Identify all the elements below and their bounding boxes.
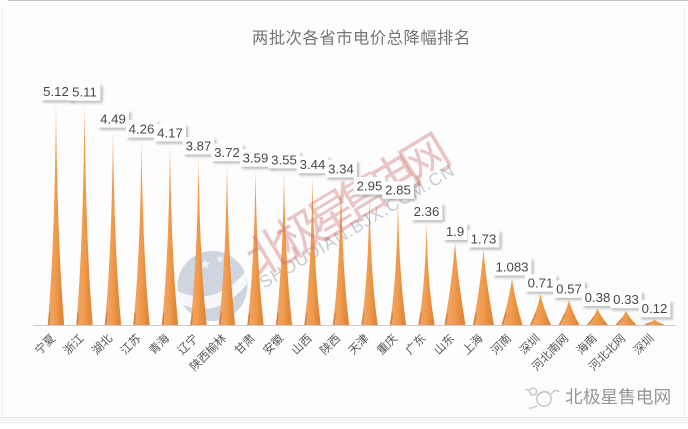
svg-text:4.49: 4.49 bbox=[100, 112, 126, 127]
svg-text:3.44: 3.44 bbox=[300, 157, 326, 172]
svg-text:两批次各省市电价总降幅排名: 两批次各省市电价总降幅排名 bbox=[252, 30, 471, 48]
svg-text:1.083: 1.083 bbox=[495, 259, 528, 274]
svg-text:北极星售电网: 北极星售电网 bbox=[565, 387, 671, 407]
svg-text:0.71: 0.71 bbox=[528, 276, 554, 291]
svg-text:0.12: 0.12 bbox=[642, 301, 668, 316]
svg-text:4.26: 4.26 bbox=[129, 122, 155, 137]
svg-text:3.72: 3.72 bbox=[214, 145, 240, 160]
svg-text:1.73: 1.73 bbox=[471, 231, 497, 246]
svg-text:0.33: 0.33 bbox=[613, 292, 639, 307]
svg-text:0.57: 0.57 bbox=[556, 282, 582, 297]
svg-text:2.36: 2.36 bbox=[414, 204, 440, 219]
svg-text:2.95: 2.95 bbox=[357, 178, 383, 193]
svg-text:0.38: 0.38 bbox=[585, 290, 611, 305]
svg-text:3.34: 3.34 bbox=[328, 161, 354, 176]
svg-text:3.59: 3.59 bbox=[243, 151, 269, 166]
svg-text:4.17: 4.17 bbox=[157, 125, 183, 140]
svg-text:1.9: 1.9 bbox=[446, 224, 464, 239]
svg-text:5.12: 5.12 bbox=[43, 84, 69, 99]
svg-text:2.85: 2.85 bbox=[385, 183, 411, 198]
svg-text:5.11: 5.11 bbox=[72, 85, 97, 100]
svg-text:3.55: 3.55 bbox=[271, 152, 297, 167]
svg-text:3.87: 3.87 bbox=[186, 138, 212, 153]
